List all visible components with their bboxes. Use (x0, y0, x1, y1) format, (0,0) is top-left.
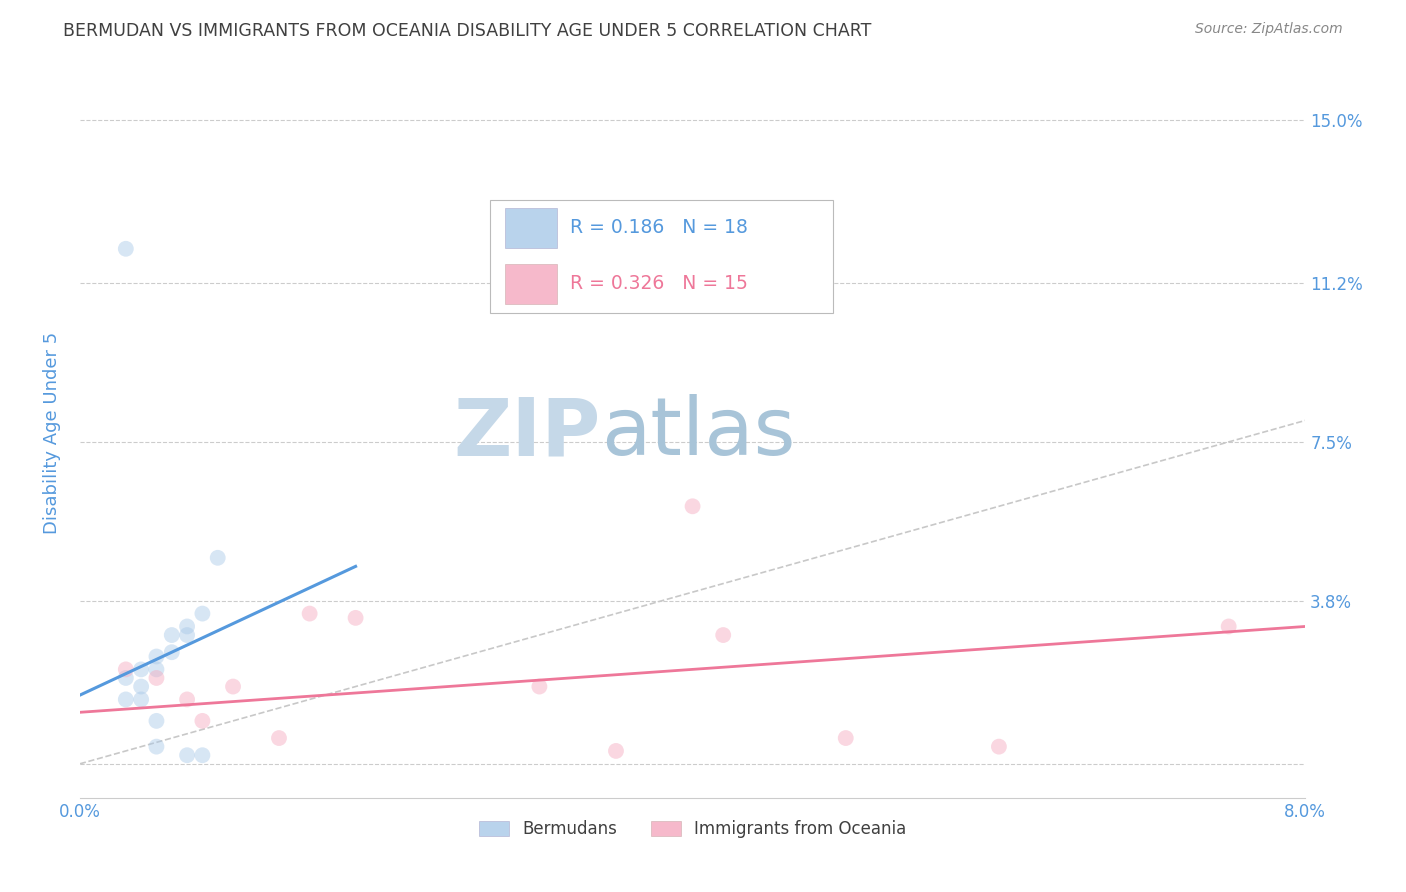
Text: R = 0.326   N = 15: R = 0.326 N = 15 (569, 274, 748, 293)
Point (835, 731, 858, 745)
Point (605, 744, 627, 758)
Y-axis label: Disability Age Under 5: Disability Age Under 5 (44, 332, 60, 534)
Text: Source: ZipAtlas.com: Source: ZipAtlas.com (1195, 22, 1343, 37)
Point (145, 649, 167, 664)
Point (114, 692, 136, 706)
Point (176, 692, 198, 706)
Point (176, 748, 198, 763)
Point (114, 671, 136, 685)
Bar (505, 208, 557, 248)
Point (191, 714, 214, 728)
Point (176, 619, 198, 633)
Point (529, 680, 551, 694)
Point (222, 680, 245, 694)
Text: atlas: atlas (600, 394, 794, 473)
Point (987, 739, 1010, 754)
Point (114, 242, 136, 256)
Point (207, 550, 229, 565)
Point (682, 500, 704, 514)
Text: ZIP: ZIP (453, 394, 600, 473)
Point (267, 731, 290, 745)
Text: BERMUDAN VS IMMIGRANTS FROM OCEANIA DISABILITY AGE UNDER 5 CORRELATION CHART: BERMUDAN VS IMMIGRANTS FROM OCEANIA DISA… (63, 22, 872, 40)
Point (145, 739, 167, 754)
Text: R = 0.186   N = 18: R = 0.186 N = 18 (569, 218, 748, 237)
Bar (505, 264, 557, 304)
Point (145, 714, 167, 728)
Point (145, 662, 167, 676)
Legend: Bermudans, Immigrants from Oceania: Bermudans, Immigrants from Oceania (472, 814, 912, 845)
Point (129, 692, 152, 706)
Point (711, 628, 734, 642)
Point (1218, 619, 1240, 633)
Point (191, 748, 214, 763)
Point (191, 607, 214, 621)
Point (160, 645, 183, 659)
Point (145, 671, 167, 685)
Point (129, 662, 152, 676)
Point (344, 611, 367, 625)
Point (114, 662, 136, 676)
FancyBboxPatch shape (491, 200, 834, 313)
Point (176, 628, 198, 642)
Point (129, 680, 152, 694)
Point (298, 607, 321, 621)
Point (160, 628, 183, 642)
